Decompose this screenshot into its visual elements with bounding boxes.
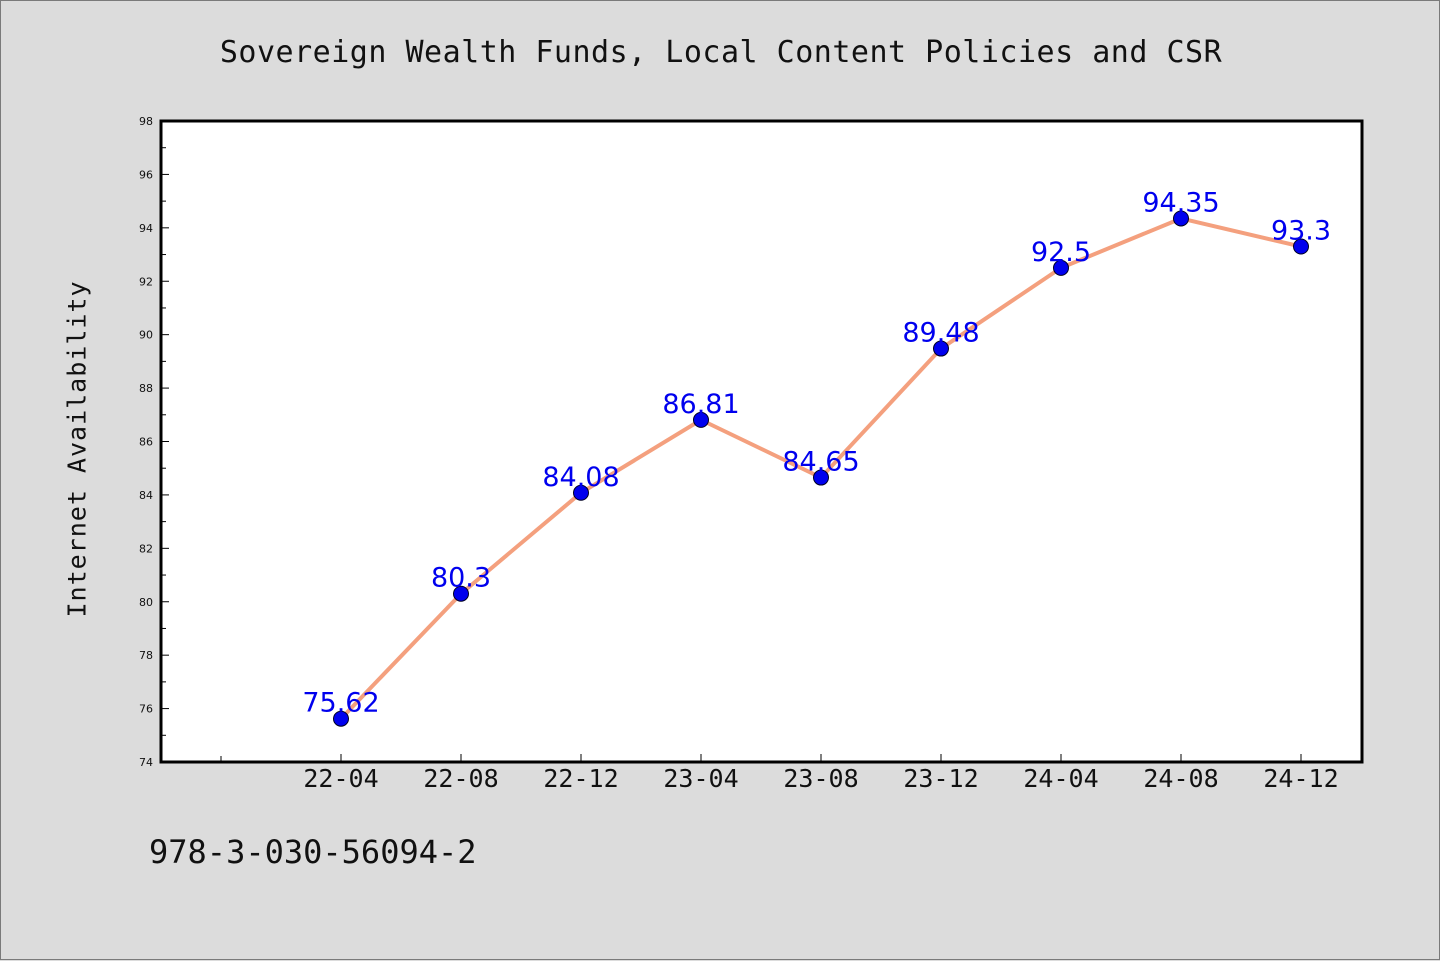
y-tick-label: 78	[139, 649, 153, 662]
data-label: 89.48	[902, 318, 979, 349]
footer-identifier: 978-3-030-56094-2	[149, 833, 477, 871]
y-tick-label: 92	[139, 275, 153, 288]
data-label: 93.3	[1271, 216, 1331, 247]
y-tick-label: 80	[139, 596, 153, 609]
x-tick-label: 24-12	[1263, 764, 1338, 793]
y-tick-label: 76	[139, 703, 153, 716]
data-point-marker	[573, 484, 589, 501]
x-tick-label: 22-08	[423, 764, 498, 793]
x-tick-label: 23-08	[783, 764, 858, 793]
x-tick-label: 24-08	[1143, 764, 1218, 793]
chart-title: Sovereign Wealth Funds, Local Content Po…	[219, 35, 1223, 70]
data-label: 94.35	[1142, 187, 1219, 218]
x-tick-label: 23-12	[903, 764, 978, 793]
data-point-marker	[693, 411, 709, 428]
data-point-marker	[333, 710, 349, 727]
data-point-marker	[1173, 210, 1189, 227]
x-tick-label: 22-04	[303, 764, 378, 793]
data-label: 84.08	[542, 462, 619, 493]
data-point-marker	[453, 585, 469, 602]
data-label: 92.5	[1031, 237, 1091, 268]
y-tick-label: 84	[139, 489, 153, 502]
plot-frame	[159, 119, 1364, 764]
y-tick-label: 94	[139, 222, 153, 235]
y-tick-label: 74	[139, 756, 153, 769]
y-tick-label: 86	[139, 436, 153, 449]
data-label: 80.3	[431, 563, 491, 594]
x-tick-label: 24-04	[1023, 764, 1098, 793]
y-tick-label: 82	[139, 542, 153, 555]
y-tick-label: 88	[139, 382, 153, 395]
data-point-marker	[1293, 238, 1309, 255]
y-tick-label: 96	[139, 168, 153, 181]
data-label: 75.62	[302, 688, 379, 719]
data-label: 84.65	[782, 447, 859, 478]
x-tick-label: 22-12	[543, 764, 618, 793]
data-point-marker	[933, 340, 949, 357]
data-point-marker	[1053, 259, 1069, 276]
data-label: 86.81	[662, 389, 739, 420]
data-point-marker	[813, 469, 829, 486]
y-tick-label: 90	[139, 329, 153, 342]
x-tick-label: 23-04	[663, 764, 738, 793]
y-tick-label: 98	[139, 115, 153, 128]
